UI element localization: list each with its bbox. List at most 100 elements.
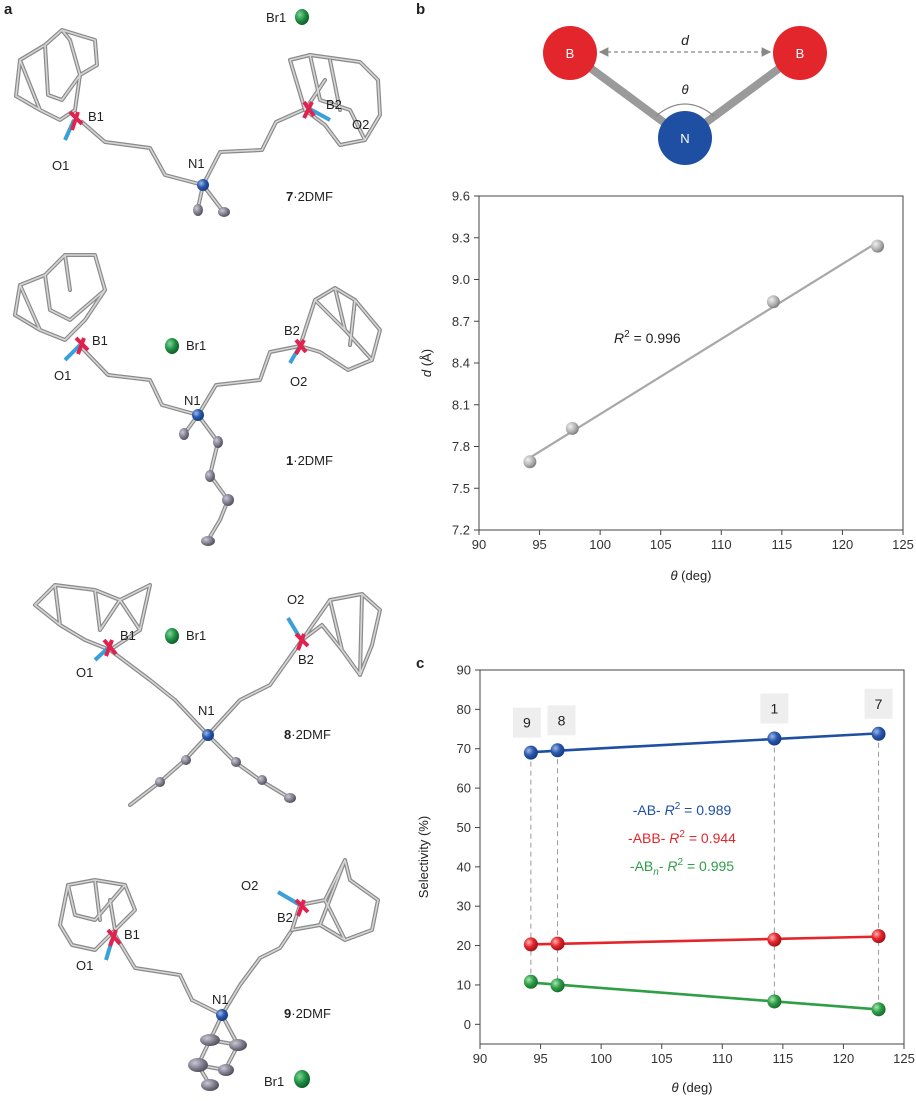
chart-c-data-point bbox=[523, 974, 538, 989]
atom-label-o2: O2 bbox=[290, 374, 307, 389]
chart-d-vs-theta: 90 95 100 105 110 115 120 125 7.2 7.5 7.8 8.1 8.4 8.7… bbox=[419, 189, 914, 584]
atom-label-b2: B2 bbox=[284, 323, 300, 338]
boron-atom bbox=[294, 898, 310, 917]
chart-b-y-tick-label: 8.1 bbox=[452, 397, 470, 412]
boron-atom bbox=[102, 638, 118, 657]
chart-c-x-tick-label: 120 bbox=[833, 1051, 855, 1066]
compound-label-7: 7·2DMF bbox=[286, 189, 333, 204]
chart-c-x-tick-label: 105 bbox=[651, 1051, 673, 1066]
carbon-ellipsoid bbox=[218, 207, 230, 217]
chart-c-x-tick-label: 115 bbox=[772, 1051, 793, 1066]
chart-b-x-tick-label: 115 bbox=[771, 537, 792, 552]
atom-label-o1: O1 bbox=[76, 958, 93, 973]
nitrogen-atom bbox=[192, 409, 204, 421]
boron-atom bbox=[294, 632, 310, 651]
carbon-ellipsoid bbox=[205, 470, 215, 482]
chart-c-data-point bbox=[523, 745, 538, 760]
carbon-ellipsoid bbox=[218, 1064, 234, 1076]
carbon-ellipsoid bbox=[181, 755, 191, 765]
atom-label-b2: B2 bbox=[298, 652, 314, 667]
chart-c-y-tick-label: 0 bbox=[464, 1017, 471, 1032]
chart-b-y-tick-label: 9.3 bbox=[452, 230, 470, 245]
chart-c-y-tick-label: 20 bbox=[457, 938, 471, 953]
angle-label: θ bbox=[681, 82, 688, 97]
carbon-ellipsoid bbox=[193, 204, 203, 216]
boron-label-right: B bbox=[796, 46, 805, 61]
carbon-ellipsoid bbox=[179, 428, 189, 440]
boron-atom bbox=[106, 928, 122, 947]
chart-c-x-tick-label: 100 bbox=[590, 1051, 612, 1066]
chart-c-y-tick-label: 30 bbox=[457, 899, 471, 914]
carbon-ellipsoid bbox=[200, 1034, 220, 1046]
boron-atom bbox=[74, 336, 90, 355]
nitrogen-atom bbox=[197, 179, 209, 191]
cage-left bbox=[14, 28, 99, 122]
chart-c-x-tick-label: 95 bbox=[533, 1051, 547, 1066]
chart-c-y-tick-label: 60 bbox=[457, 781, 471, 796]
chart-c-data-point bbox=[550, 978, 565, 993]
boron-label-left: B bbox=[566, 46, 575, 61]
chart-c-data-point bbox=[767, 731, 782, 746]
atom-label-n1: N1 bbox=[188, 156, 205, 171]
bromide-ion bbox=[295, 9, 309, 25]
compound-label-1: 1·2DMF bbox=[286, 453, 333, 468]
crystal-structure-9: Br1 B1 O1 N1 B2 O2 9·2DMF bbox=[58, 858, 380, 1091]
chart-b-y-tick-label: 9.6 bbox=[452, 189, 470, 204]
chart-c-fit-line-1 bbox=[530, 935, 879, 946]
crystal-structure-7: Br1 B1 O1 N1 B2 O2 7·2DMF bbox=[14, 9, 382, 217]
chart-selectivity-vs-theta: 90 95 100 105 110 115 120 125 0 10 20 30 40 50 60 70 80 9… bbox=[416, 663, 915, 1096]
panel-letter-a: a bbox=[4, 1, 13, 18]
boron-sphere-right bbox=[773, 26, 827, 80]
chart-b-y-tick-label: 9.0 bbox=[452, 272, 470, 287]
chart-c-y-tick-label: 90 bbox=[457, 663, 471, 678]
carbon-ellipsoid bbox=[284, 793, 296, 803]
panel-a: a Br1 B bbox=[4, 1, 382, 1091]
atom-label-br1: Br1 bbox=[186, 338, 206, 353]
chart-c-y-tick-label: 40 bbox=[457, 859, 471, 874]
chart-c-fit-line-2 bbox=[530, 981, 879, 1011]
chart-c-compound-box bbox=[512, 707, 541, 738]
chart-b-data-point bbox=[766, 295, 780, 309]
carbon-ellipsoid bbox=[231, 757, 241, 767]
chart-c-fit-line-0 bbox=[530, 732, 879, 754]
distance-label: d bbox=[681, 32, 690, 48]
nitrogen-atom bbox=[202, 729, 214, 741]
nitrogen-label: N bbox=[680, 131, 689, 146]
carbon-ellipsoid bbox=[188, 1058, 208, 1072]
chart-b-x-tick-label: 125 bbox=[892, 537, 914, 552]
atom-label-o2: O2 bbox=[287, 592, 304, 607]
crystal-structure-1: Br1 B1 O1 N1 B2 O2 1·2DMF bbox=[13, 253, 382, 546]
chart-b-data-point bbox=[871, 239, 885, 253]
carbon-ellipsoid bbox=[155, 777, 165, 787]
compound-label-8: 8·2DMF bbox=[284, 727, 331, 742]
atom-label-b2: B2 bbox=[326, 97, 342, 112]
chart-c-data-point bbox=[523, 937, 538, 952]
chart-b-x-tick-label: 90 bbox=[472, 537, 486, 552]
bromide-ion bbox=[165, 628, 179, 644]
chart-c-data-point bbox=[550, 743, 565, 758]
cage-right bbox=[288, 53, 382, 147]
chart-c-compound-label: 7 bbox=[875, 696, 883, 712]
bond-b-o bbox=[63, 343, 82, 362]
chart-c-compound-box bbox=[760, 693, 789, 724]
chart-c-y-tick-label: 50 bbox=[457, 820, 471, 835]
atom-label-b1: B1 bbox=[92, 333, 108, 348]
atom-label-o1: O1 bbox=[54, 368, 71, 383]
boron-atom bbox=[68, 110, 84, 131]
chart-c-legend-entry-0: -AB- R2 = 0.989 bbox=[633, 801, 732, 818]
chart-c-data-point bbox=[550, 936, 565, 951]
chart-b-y-tick-label: 8.7 bbox=[452, 314, 470, 329]
chart-b-x-tick-label: 120 bbox=[832, 537, 854, 552]
nitrogen-atom bbox=[216, 1009, 228, 1021]
chart-c-legend-entry-1: -ABB- R2 = 0.944 bbox=[628, 829, 736, 846]
chart-c-x-axis-label: θ (deg) bbox=[671, 1080, 712, 1095]
chart-b-x-tick-label: 110 bbox=[711, 537, 732, 552]
angle-arc bbox=[655, 103, 715, 117]
carbon-ellipsoid bbox=[222, 494, 234, 506]
chart-c-compound-label: 8 bbox=[558, 712, 566, 728]
nitrogen-sphere bbox=[658, 111, 712, 165]
chart-c-data-point bbox=[767, 932, 782, 947]
chart-c-y-tick-label: 10 bbox=[457, 977, 471, 992]
bond-b-o bbox=[93, 646, 110, 662]
